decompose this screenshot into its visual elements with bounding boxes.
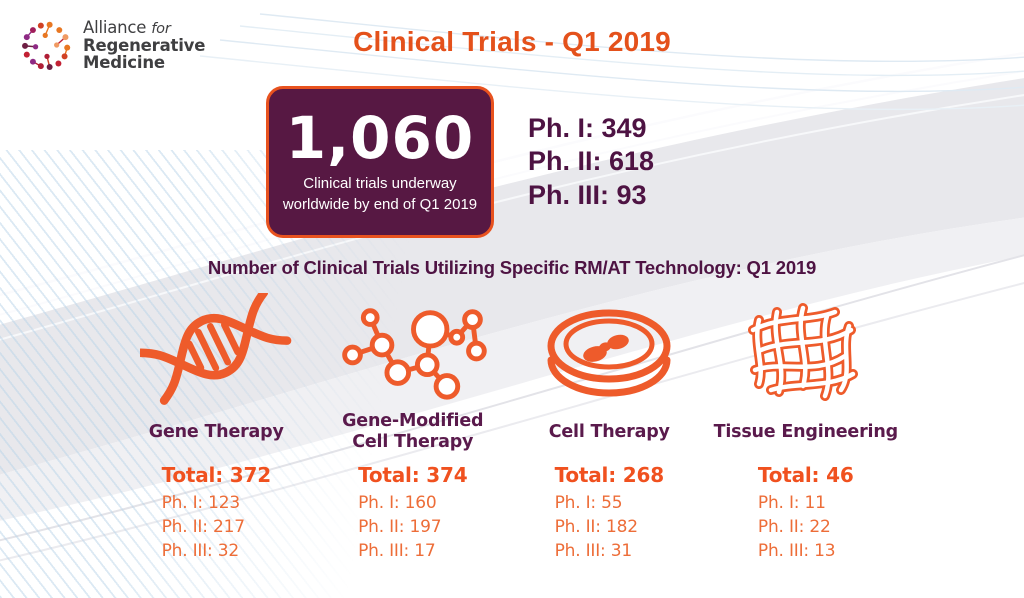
total-trials-caption: Clinical trials underway worldwide by en… (282, 175, 478, 213)
category-phase-1: Ph. I: 11 (757, 493, 826, 513)
overall-phase-3: Ph. III: 93 (528, 179, 647, 210)
hero-section: 1,060 Clinical trials underway worldwide… (266, 86, 654, 238)
category-total: Total: 268 (554, 463, 665, 487)
section-subtitle: Number of Clinical Trials Utilizing Spec… (207, 257, 817, 278)
total-trials-box: 1,060 Clinical trials underway worldwide… (266, 86, 494, 238)
category-phase-2: Ph. II: 197 (358, 517, 442, 538)
overall-phase-counts: Ph. I: 349 Ph. II: 618 Ph. III: 93 (528, 112, 654, 212)
category-phase-1: Ph. I: 55 (554, 493, 623, 513)
logo-line1: Alliance for (83, 17, 171, 37)
category-gene-therapy: Gene Therapy Total: 372 Ph. I: 123 Ph. I… (118, 290, 315, 563)
technology-columns: Gene Therapy Total: 372 Ph. I: 123 Ph. I… (118, 290, 904, 563)
dna-icon (118, 290, 315, 412)
logo-line2: Regenerative (83, 35, 206, 55)
category-phase-2: Ph. II: 22 (757, 517, 831, 538)
category-cell-therapy: Cell Therapy Total: 268 Ph. I: 55 Ph. II… (511, 290, 708, 563)
category-stats: Total: 372 Ph. I: 123 Ph. II: 217 Ph. II… (161, 463, 272, 563)
tissue-fibers-icon (708, 290, 905, 412)
category-phase-1: Ph. I: 123 (161, 493, 241, 513)
category-phase-3: Ph. III: 32 (161, 541, 240, 562)
category-name: Gene Therapy (148, 421, 284, 442)
category-phase-3: Ph. III: 13 (757, 541, 836, 562)
category-phase-3: Ph. III: 31 (554, 541, 633, 562)
category-name: Gene-Modified Cell Therapy (342, 411, 484, 452)
category-stats: Total: 268 Ph. I: 55 Ph. II: 182 Ph. III… (554, 463, 665, 563)
category-name: Cell Therapy (548, 421, 670, 442)
category-total: Total: 374 (358, 463, 468, 487)
category-phase-1: Ph. I: 160 (358, 493, 437, 513)
page-title: Clinical Trials - Q1 2019 (353, 26, 671, 57)
logo-line3: Medicine (83, 53, 165, 73)
petri-dish-icon (511, 290, 708, 412)
category-tissue-engineering: Tissue Engineering Total: 46 Ph. I: 11 P… (708, 290, 905, 563)
logo-wordmark: Alliance for Regenerative Medicine (83, 17, 206, 73)
category-name: Tissue Engineering (713, 421, 899, 442)
logo-dots-icon (22, 21, 71, 70)
category-stats: Total: 46 Ph. I: 11 Ph. II: 22 Ph. III: … (758, 463, 854, 563)
category-stats: Total: 374 Ph. I: 160 Ph. II: 197 Ph. II… (358, 463, 468, 563)
molecule-icon (315, 290, 512, 412)
category-phase-2: Ph. II: 182 (554, 517, 638, 538)
category-total: Total: 46 (757, 463, 854, 487)
category-gene-modified-cell-therapy: Gene-Modified Cell Therapy Total: 374 Ph… (315, 290, 512, 563)
category-phase-2: Ph. II: 217 (161, 517, 245, 538)
total-trials-number: 1,060 (285, 104, 475, 173)
overall-phase-2: Ph. II: 618 (528, 146, 655, 177)
category-phase-3: Ph. III: 17 (358, 541, 436, 562)
category-total: Total: 372 (161, 463, 272, 487)
arm-logo: Alliance for Regenerative Medicine (18, 12, 205, 78)
overall-phase-1: Ph. I: 349 (528, 112, 647, 143)
